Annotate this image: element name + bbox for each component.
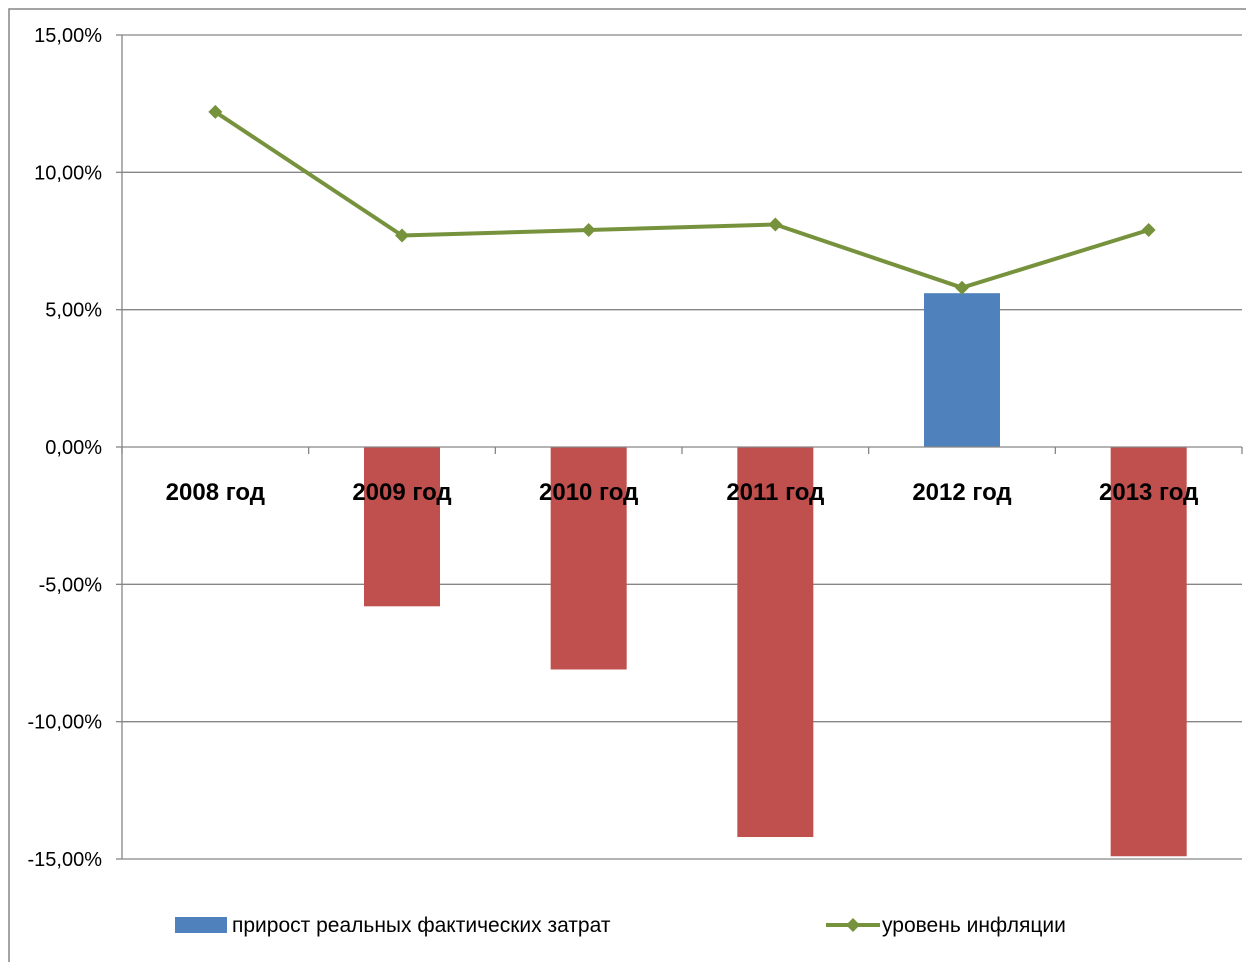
category-labels: 2008 год 2009 год 2010 год 2011 год 2012 год… — [166, 479, 1199, 506]
legend-label-bar: прирост реальных фактических затрат — [232, 914, 611, 937]
inflation-line — [214, 110, 1150, 290]
x-category-label: 2011 год — [726, 479, 824, 506]
bar — [1110, 447, 1187, 857]
chart-border — [8, 8, 1246, 962]
y-tick-label: -5,00% — [39, 574, 103, 596]
grid-lines — [122, 34, 1242, 860]
x-category-label: 2008 год — [166, 479, 265, 506]
bar — [550, 447, 627, 670]
legend-label-line: уровень инфляции — [882, 914, 1066, 937]
x-category-label: 2009 год — [352, 479, 451, 506]
y-tick-label: 0,00% — [45, 437, 102, 459]
y-tick-label: 5,00% — [45, 300, 102, 322]
bar — [924, 293, 1000, 447]
line-point — [955, 280, 969, 295]
x-category-label: 2013 год — [1099, 479, 1198, 506]
bar — [364, 447, 440, 607]
bar-series — [364, 293, 1187, 857]
x-category-label: 2012 год — [912, 479, 1011, 506]
y-tick-label: 10,00% — [34, 162, 102, 184]
line-series — [208, 104, 1156, 295]
legend: прирост реальных фактических затрат уров… — [175, 914, 1066, 937]
line-point — [1141, 223, 1156, 238]
y-tick-label: 15,00% — [34, 25, 102, 47]
legend-swatch-bar — [175, 917, 227, 933]
line-point — [581, 223, 596, 238]
bar — [737, 447, 814, 838]
line-point — [208, 104, 223, 119]
y-tick-label: -15,00% — [28, 849, 103, 871]
y-tick-label: -10,00% — [28, 712, 103, 734]
line-point — [395, 228, 409, 243]
x-axis — [121, 446, 1243, 454]
line-point — [768, 217, 783, 232]
x-category-label: 2010 год — [539, 479, 638, 506]
legend-marker-icon — [846, 918, 860, 932]
